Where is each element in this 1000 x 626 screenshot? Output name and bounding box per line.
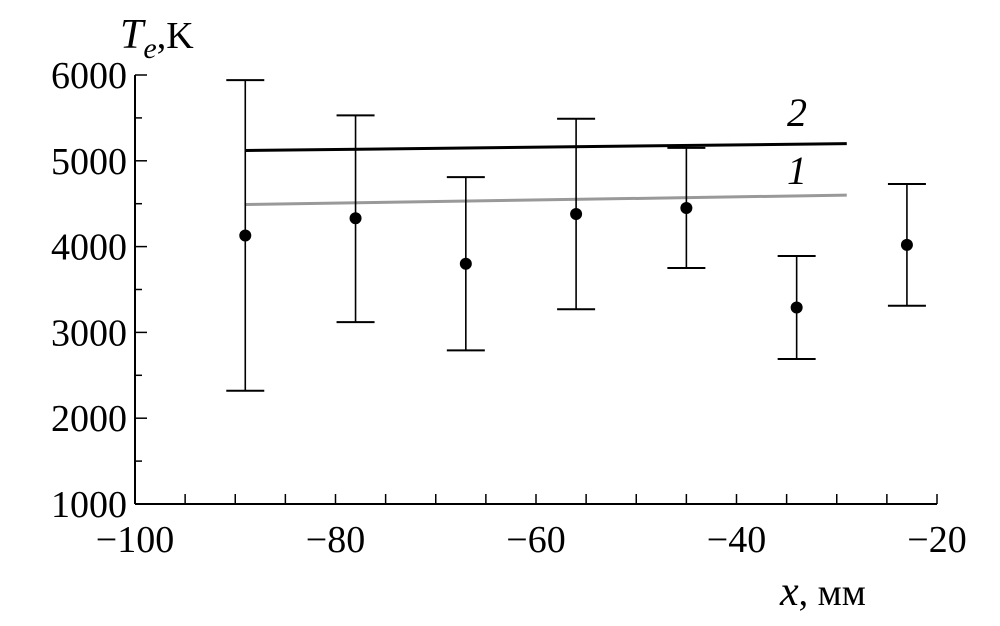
series-label-1: 1 — [787, 148, 807, 193]
x-tick-label: −100 — [96, 519, 174, 561]
y-tick-label: 4000 — [51, 227, 127, 269]
x-tick-label: −40 — [707, 519, 766, 561]
ticks: −100 −80 −60 −40 −20 1000 2000 3000 4000 5000 6000 — [51, 55, 967, 561]
x-axis-title-unit: , мм — [799, 572, 866, 614]
y-tick-label: 5000 — [51, 141, 127, 183]
x-tick-label: −20 — [907, 519, 966, 561]
y-axis-title: Te,K — [120, 12, 194, 65]
data-point — [680, 201, 693, 214]
x-axis-title: x, мм — [779, 569, 866, 615]
data-points — [239, 201, 913, 314]
y-axis-title-unit: ,K — [157, 15, 195, 57]
y-tick-label: 1000 — [51, 484, 127, 526]
y-tick-label: 3000 — [51, 312, 127, 354]
y-tick-label: 2000 — [51, 398, 127, 440]
data-point — [900, 238, 913, 251]
data-point — [239, 229, 252, 242]
x-axis-title-var: x — [779, 569, 799, 615]
series-lines — [245, 142, 847, 207]
series-line-2 — [245, 142, 847, 153]
data-point — [790, 301, 803, 314]
data-point — [349, 212, 362, 225]
y-tick-label: 6000 — [51, 55, 127, 97]
y-axis-title-main: T — [120, 12, 146, 58]
series-line-1 — [245, 193, 847, 207]
axes — [134, 75, 937, 505]
data-point — [570, 207, 583, 220]
x-tick-label: −80 — [306, 519, 365, 561]
data-point — [459, 257, 472, 270]
error-bars — [226, 79, 926, 392]
series-label-2: 2 — [787, 90, 807, 135]
y-axis-title-sub: e — [143, 32, 156, 65]
x-tick-label: −60 — [506, 519, 565, 561]
